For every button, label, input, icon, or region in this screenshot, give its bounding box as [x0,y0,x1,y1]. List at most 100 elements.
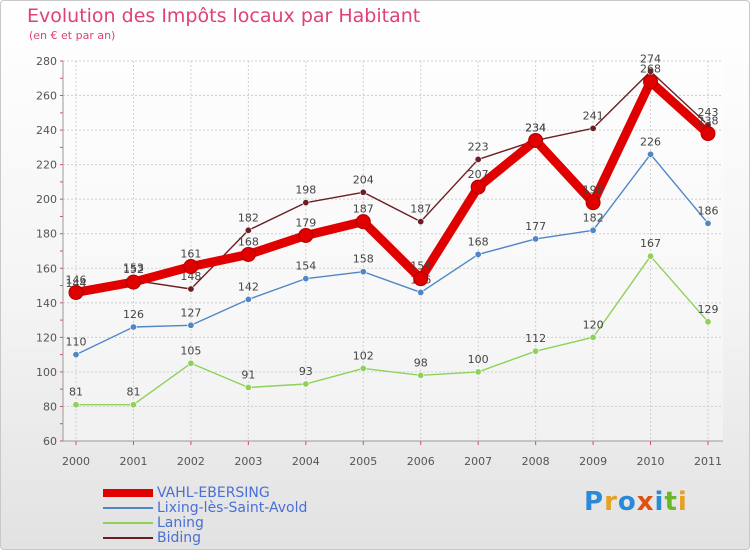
data-label: 234 [525,121,546,134]
data-point [125,274,141,290]
legend-label: Biding [157,530,202,546]
x-tick-label: 2005 [349,455,377,468]
data-point [187,359,195,367]
data-label: 129 [698,303,719,316]
chart-title: Evolution des Impôts locaux par Habitant [27,5,421,27]
series-line-lixing-l-s-saint-avold [75,153,709,356]
data-point [72,351,80,359]
x-tick-label: 2009 [579,455,607,468]
data-label: 93 [299,365,313,378]
x-tick-label: 2007 [464,455,492,468]
data-point [298,227,314,243]
data-label: 207 [468,168,489,181]
data-point [413,271,429,287]
data-point [589,124,597,132]
data-label: 153 [123,261,144,274]
x-tick-label: 2002 [177,455,205,468]
x-tick-label: 2001 [119,455,147,468]
data-label: 146 [66,273,87,286]
data-point [704,219,712,227]
y-tick-label: 200 [36,193,57,206]
data-point [68,284,84,300]
legend-swatch [103,537,153,539]
x-tick-label: 2003 [234,455,262,468]
data-label: 268 [640,63,661,76]
x-tick-label: 2000 [62,455,90,468]
data-label: 243 [698,106,719,119]
y-tick-label: 60 [43,435,57,448]
x-tick-label: 2010 [637,455,665,468]
data-label: 198 [295,184,316,197]
data-point [643,74,659,90]
logo-letter: r [604,487,618,517]
legend-swatch [103,522,153,524]
data-label: 91 [241,368,255,381]
logo-letter: P [584,487,605,517]
data-point [528,132,544,148]
data-label: 98 [414,356,428,369]
data-point [359,188,367,196]
logo-letter: i [677,487,688,517]
data-point [240,246,256,262]
data-point [244,295,252,303]
data-label: 226 [640,135,661,148]
data-label: 187 [353,203,374,216]
data-point [474,155,482,163]
data-label: 182 [238,211,259,224]
data-label: 234 [525,121,546,134]
data-label: 238 [698,115,719,128]
data-label: 186 [698,204,719,217]
x-tick-label: 2006 [407,455,435,468]
data-label: 168 [238,235,259,248]
data-point [589,226,597,234]
data-point [417,288,425,296]
data-label: 182 [583,211,604,224]
series-line-laning [75,255,709,406]
data-label: 81 [69,386,83,399]
data-label: 274 [640,52,661,65]
data-label: 167 [640,237,661,250]
data-point [302,199,310,207]
data-label: 127 [180,306,201,319]
data-label: 142 [238,280,259,293]
data-point [470,179,486,195]
legend-swatch [103,507,153,509]
data-label: 204 [353,173,374,186]
x-tick-label: 2011 [694,455,722,468]
data-point [704,318,712,326]
data-point [355,214,371,230]
y-tick-label: 220 [36,159,57,172]
y-tick-label: 280 [36,55,57,68]
data-point [359,268,367,276]
data-point [244,226,252,234]
data-point [183,259,199,275]
data-label: 120 [583,318,604,331]
legend-swatch [103,489,153,497]
data-point [647,252,655,260]
data-point [532,347,540,355]
data-label: 241 [583,109,604,122]
data-label: 154 [410,260,431,273]
data-label: 112 [525,332,546,345]
y-tick-label: 140 [36,297,57,310]
proxiti-logo: Proxiti [584,487,688,517]
legend-label: Lixing-lès-Saint-Avold [157,500,308,516]
y-tick-label: 180 [36,228,57,241]
data-label: 177 [525,220,546,233]
legend-label: Laning [157,515,204,531]
data-label: 223 [468,140,489,153]
series-line-biding [75,70,709,297]
data-point [700,126,716,142]
y-tick-label: 260 [36,90,57,103]
data-point [589,333,597,341]
data-point [474,250,482,258]
data-point [585,195,601,211]
data-point [244,383,252,391]
data-point [417,218,425,226]
data-label: 154 [295,260,316,273]
data-label: 158 [353,253,374,266]
logo-letter: t [664,487,678,517]
x-tick-label: 2004 [292,455,320,468]
